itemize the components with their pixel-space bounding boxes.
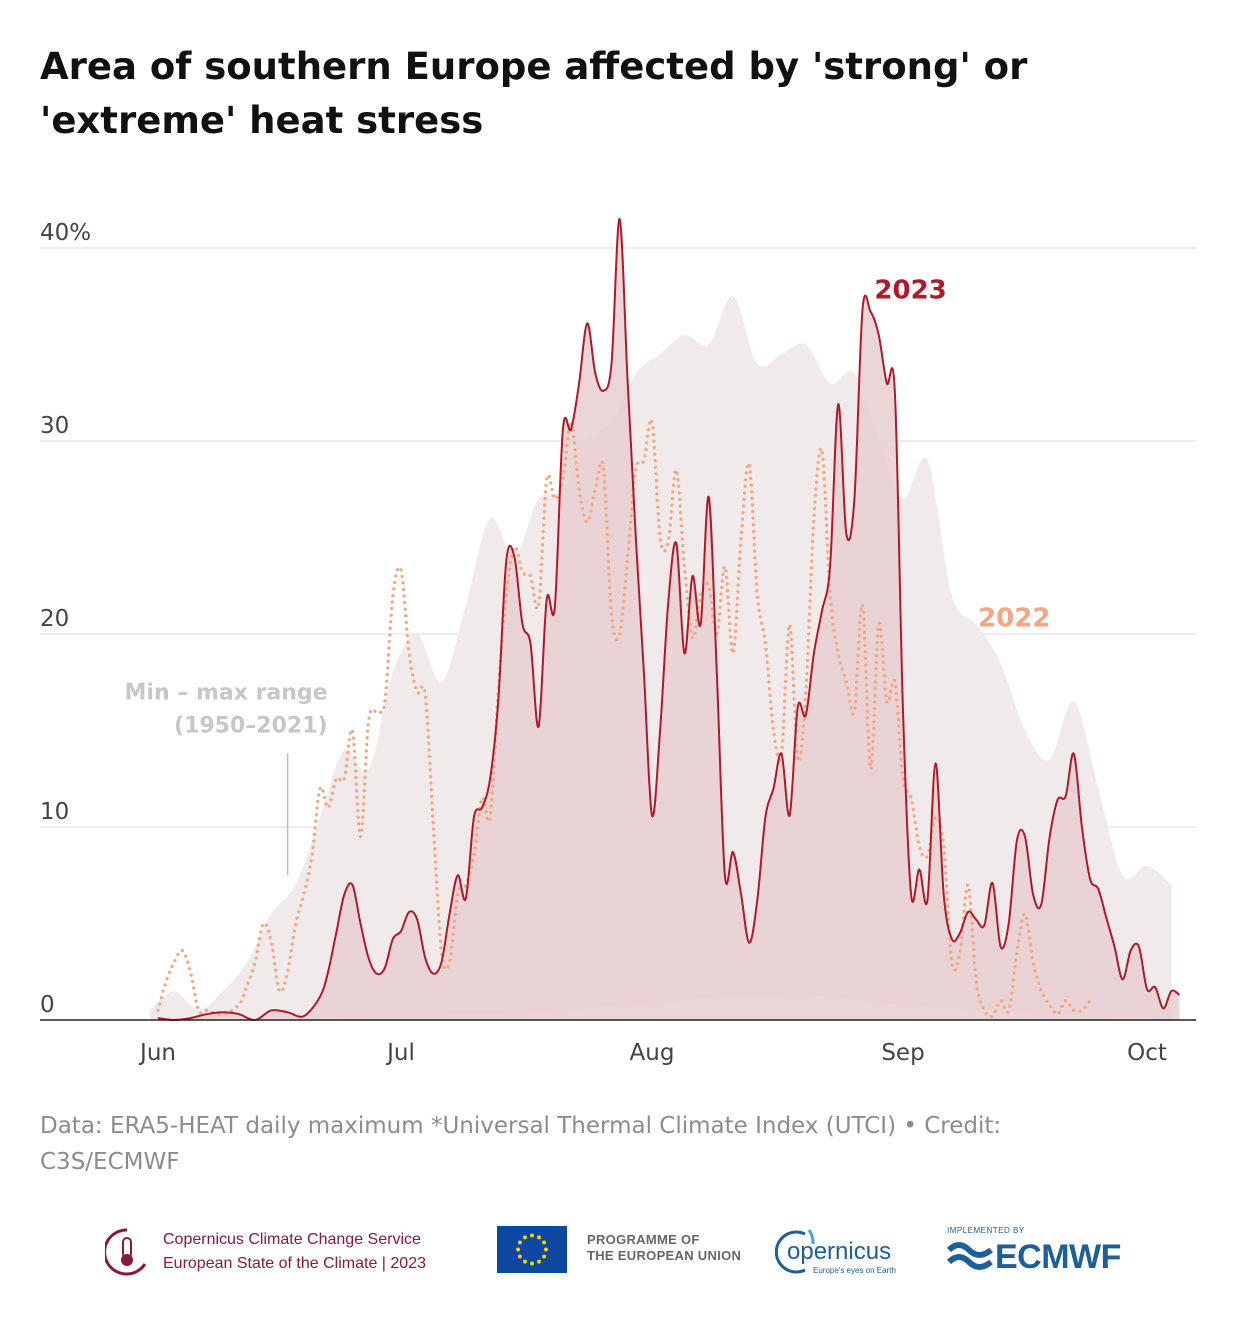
x-tick-label: Jun: [138, 1040, 176, 1066]
min-max-range-band: [149, 296, 1172, 1020]
eu-star: [542, 1254, 547, 1259]
eu-star: [517, 1240, 522, 1245]
range-band-shape: [149, 296, 1172, 1020]
series-label-2023: 2023: [874, 275, 946, 305]
eu-star: [530, 1233, 534, 1238]
copernicus-c-icon: [775, 1229, 815, 1274]
series-2022-line: [156, 417, 1092, 1019]
x-tick-label: Jul: [385, 1040, 415, 1066]
x-tick-label: Sep: [881, 1040, 924, 1066]
eu-star: [523, 1259, 527, 1264]
copernicus-logo: opernicus Europe's eyes on Earth: [775, 1224, 915, 1280]
line-2023-path: [157, 217, 1181, 1022]
eu-programme-label: PROGRAMME OF THE EUROPEAN UNION: [587, 1232, 767, 1264]
chart-labels: 2023 2022 Min – max range (1950–2021): [125, 275, 1050, 876]
heat-stress-chart: 0 10 20 30 40% Jun Jul Aug Sep Oct 2023 2022 Min –…: [40, 217, 1196, 1066]
ecmwf-logo: IMPLEMENTED BY ECMWF: [947, 1224, 1147, 1280]
series-2023-line: [157, 217, 1181, 1022]
eu-star: [542, 1240, 547, 1245]
ecmwf-implemented-by: IMPLEMENTED BY: [947, 1226, 1025, 1235]
eu-star: [523, 1235, 527, 1240]
eu-star: [516, 1247, 520, 1252]
data-source-note: Data: ERA5-HEAT daily maximum *Universal…: [40, 1113, 1002, 1175]
ecmwf-waves-icon: [947, 1242, 993, 1270]
copernicus-tagline: Europe's eyes on Earth: [813, 1266, 896, 1275]
series-label-2022: 2022: [978, 603, 1050, 633]
c3s-report: European State of the Climate | 2023: [163, 1255, 426, 1272]
c3s-name: Copernicus Climate Change Service: [163, 1231, 421, 1248]
y-tick-label: 20: [40, 606, 69, 632]
line-2022-path: [156, 417, 1092, 1019]
eu-star: [537, 1259, 541, 1264]
x-tick-label: Aug: [630, 1040, 675, 1066]
copernicus-wordmark: opernicus: [787, 1238, 892, 1265]
y-tick-label: 0: [40, 992, 55, 1018]
eu-flag-icon: [497, 1226, 567, 1273]
eu-line2: THE EUROPEAN UNION: [587, 1248, 742, 1263]
y-tick-label: 10: [40, 799, 69, 825]
eu-star: [530, 1261, 534, 1266]
area-2023-shape: [158, 218, 1180, 1021]
y-tick-label: 30: [40, 413, 69, 439]
thermometer-globe-icon: [105, 1228, 147, 1276]
footer-logos: Copernicus Climate Change Service Europe…: [0, 1220, 1240, 1290]
ecmwf-wordmark: ECMWF: [995, 1238, 1121, 1276]
eu-line1: PROGRAMME OF: [587, 1232, 700, 1247]
chart-title: Area of southern Europe affected by 'str…: [40, 45, 1028, 142]
y-tick-label: 40%: [40, 220, 91, 246]
eu-star: [537, 1235, 541, 1240]
x-axis: Jun Jul Aug Sep Oct: [40, 1019, 1196, 1066]
annotation-line2: (1950–2021): [174, 713, 328, 738]
series-2023-area: [158, 218, 1180, 1021]
eu-star: [517, 1254, 522, 1259]
x-tick-label: Oct: [1127, 1040, 1167, 1066]
eu-star: [544, 1247, 548, 1252]
annotation-line1: Min – max range: [125, 681, 328, 706]
